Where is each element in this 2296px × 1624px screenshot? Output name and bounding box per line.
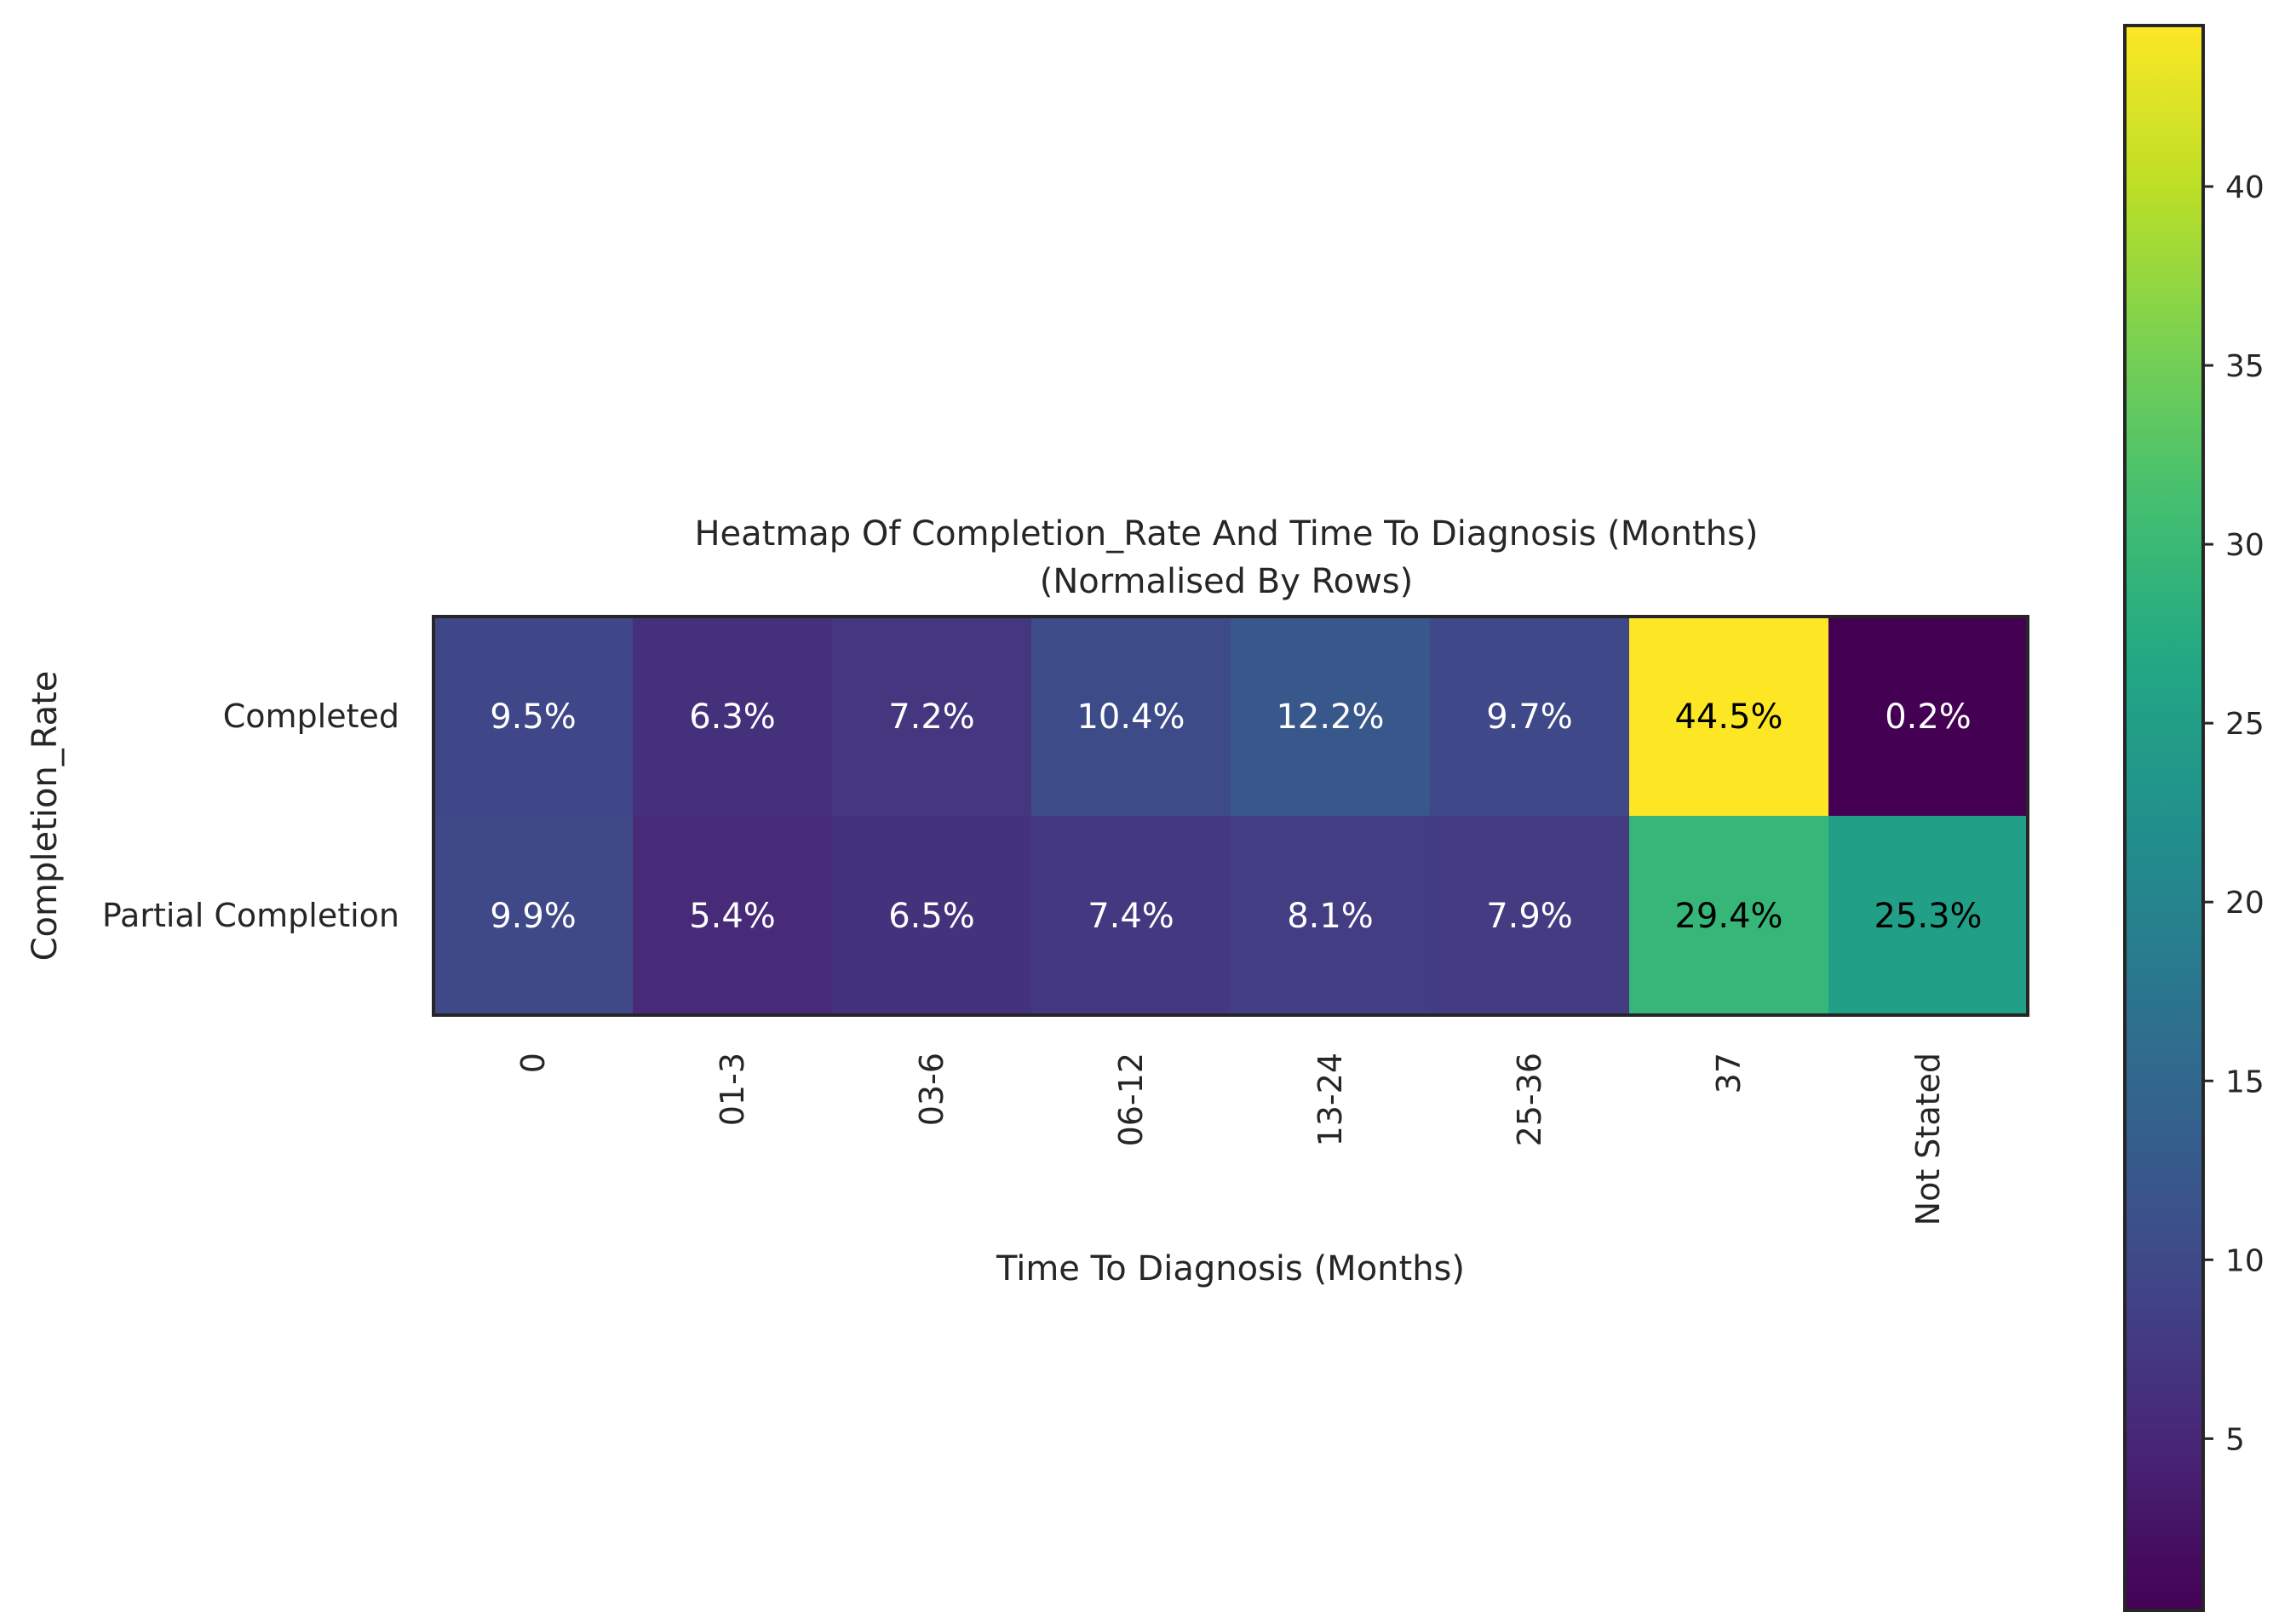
colorbar-tick-label: 25 (2225, 707, 2264, 742)
heatmap-cell (1629, 816, 1829, 1016)
cell-value-label: 25.3% (1874, 897, 1982, 936)
colorbar-tick-label: 35 (2225, 349, 2264, 384)
heatmap-cell (1828, 816, 2029, 1016)
cell-value-label: 6.5% (888, 897, 975, 936)
colorbar-ticks: 5 10 15 20 25 30 35 40 (2203, 170, 2264, 1457)
x-tick-label: 01-3 (714, 1053, 751, 1126)
heatmap-cell (1828, 617, 2029, 817)
heatmap-cell (433, 816, 634, 1016)
cell-value-label: 0.2% (1885, 697, 1972, 737)
cell-value-label: 5.4% (689, 897, 776, 936)
colorbar-tick-label: 10 (2225, 1243, 2264, 1278)
colorbar-gradient (2123, 24, 2205, 1612)
cell-value-label: 9.5% (490, 697, 577, 737)
cell-value-label: 7.4% (1088, 897, 1174, 936)
plot-frame (432, 615, 2029, 1017)
x-axis-label: Time To Diagnosis (Months) (996, 1249, 1465, 1288)
heatmap-cells (433, 617, 2029, 1016)
heatmap-cell (433, 617, 634, 817)
heatmap-cell (1231, 617, 1431, 817)
colorbar-tick-label: 15 (2225, 1064, 2264, 1099)
cell-value-label: 9.9% (490, 897, 577, 936)
heatmap-cell (633, 617, 833, 817)
colorbar-tick-label: 40 (2225, 170, 2264, 205)
cell-value-label: 10.4% (1076, 697, 1185, 737)
cell-value-label: 44.5% (1674, 697, 1782, 737)
y-tick-label: Completed (223, 697, 399, 735)
heatmap-cell (832, 816, 1032, 1016)
cell-value-label: 7.2% (888, 697, 975, 737)
heatmap-cell (1430, 816, 1630, 1016)
heatmap-cell (1430, 617, 1630, 817)
y-tick-label: Partial Completion (102, 897, 399, 934)
heatmap-cell (832, 617, 1032, 817)
cell-value-label: 8.1% (1287, 897, 1374, 936)
x-tick-labels: 0 01-3 03-6 06-12 13-24 25-36 37 Not Stated (514, 1053, 1947, 1225)
heatmap-cell (1031, 617, 1231, 817)
chart-title: Heatmap Of Completion_Rate And Time To D… (694, 514, 1758, 554)
colorbar-tick-label: 20 (2225, 886, 2264, 921)
cell-value-label: 6.3% (689, 697, 776, 737)
x-tick-label: 06-12 (1112, 1053, 1150, 1146)
cell-value-label: 29.4% (1674, 897, 1782, 936)
x-tick-label: 25-36 (1511, 1053, 1548, 1146)
heatmap-cell-labels: 9.5% 6.3% 7.2% 10.4% 12.2% 9.7% 44.5% 0.2% 9.9% 5… (490, 697, 1982, 936)
chart-subtitle: (Normalised By Rows) (1040, 562, 1413, 601)
heatmap-cell (633, 816, 833, 1016)
x-tick-label: Not Stated (1909, 1053, 1947, 1225)
colorbar-tick-label: 5 (2225, 1422, 2245, 1457)
heatmap-cell (1629, 617, 1829, 817)
x-tick-label: 13-24 (1312, 1053, 1349, 1146)
cell-value-label: 9.7% (1486, 697, 1573, 737)
x-tick-label: 03-6 (913, 1053, 950, 1126)
cell-value-label: 12.2% (1276, 697, 1384, 737)
colorbar-tick-label: 30 (2225, 528, 2264, 563)
heatmap-cell (1031, 816, 1231, 1016)
cell-value-label: 7.9% (1486, 897, 1573, 936)
colorbar: 5 10 15 20 25 30 35 40 (2123, 24, 2264, 1612)
heatmap-cell (1231, 816, 1431, 1016)
y-axis-label: Completion_Rate (26, 671, 65, 961)
x-tick-label: 0 (514, 1053, 552, 1073)
x-tick-label: 37 (1710, 1053, 1748, 1093)
y-tick-labels: Completed Partial Completion (102, 697, 399, 934)
